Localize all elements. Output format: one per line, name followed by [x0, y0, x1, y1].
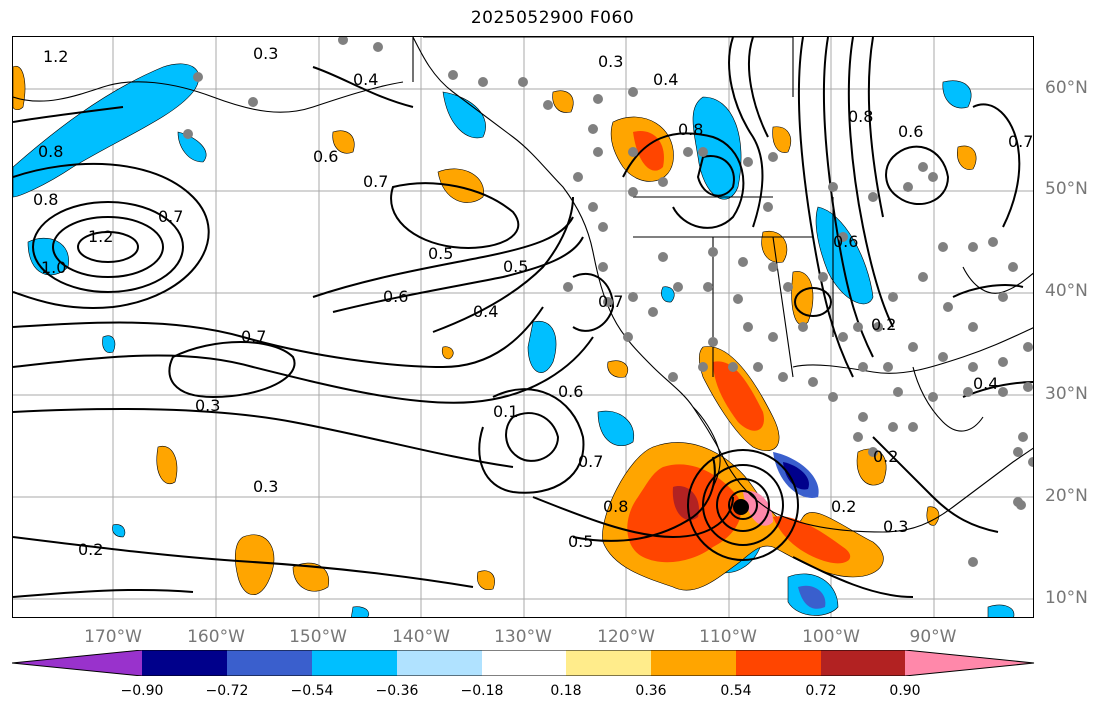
colorbar-tick-label: −0.72 — [205, 683, 249, 699]
colorbar-tick-label: −0.18 — [460, 683, 504, 699]
contour-label: 0.1 — [493, 402, 518, 421]
lat-label: 50°N — [1045, 179, 1088, 199]
colorbar-segment — [142, 650, 227, 676]
colorbar-segment — [651, 650, 736, 676]
map-canvas: 1.2 0.3 0.4 0.3 0.4 0.8 0.6 0.7 0.8 0.8 … — [13, 37, 1033, 617]
lat-label: 30°N — [1045, 384, 1088, 404]
contour-label: 0.6 — [898, 122, 923, 141]
lon-label: 120°W — [597, 627, 655, 647]
colorbar-segment — [905, 650, 1034, 676]
contour-label: 0.2 — [78, 540, 103, 559]
contour-label: 0.3 — [195, 396, 220, 415]
colorbar-segment — [566, 650, 651, 676]
contour-label: 1.0 — [41, 258, 66, 277]
colorbar-segment — [312, 650, 397, 676]
contour-label: 0.7 — [158, 207, 183, 226]
lon-label: 150°W — [289, 627, 347, 647]
contour-label: 0.7 — [578, 452, 603, 471]
contour-label: 0.8 — [603, 497, 628, 516]
contour-label: 0.5 — [568, 532, 593, 551]
colorbar-segment — [482, 650, 566, 676]
contour-label: 0.2 — [873, 447, 898, 466]
colorbar-segment — [821, 650, 905, 676]
observation-dots — [183, 37, 1033, 567]
contour-label: 0.3 — [883, 517, 908, 536]
positive-anomaly-shading — [13, 65, 977, 595]
contour-label: 0.5 — [503, 257, 528, 276]
colorbar-segment — [227, 650, 312, 676]
contour-label: 0.2 — [871, 315, 896, 334]
lon-label: 160°W — [187, 627, 245, 647]
contour-label: 0.6 — [558, 382, 583, 401]
contour-label: 0.4 — [353, 70, 378, 89]
coastlines — [13, 37, 1033, 533]
map-title: 2025052900 F060 — [470, 8, 635, 28]
contour-label: 0.7 — [363, 172, 388, 191]
contour-label: 0.3 — [598, 52, 623, 71]
contour-label: 1.2 — [43, 47, 68, 66]
colorbar-tick-label: −0.90 — [120, 683, 164, 699]
lon-label: 90°W — [909, 627, 957, 647]
lat-label: 20°N — [1045, 486, 1088, 506]
contour-label: 0.6 — [383, 287, 408, 306]
contour-label: 0.8 — [848, 107, 873, 126]
lon-label: 130°W — [494, 627, 552, 647]
lon-label: 140°W — [392, 627, 450, 647]
map-panel: 1.2 0.3 0.4 0.3 0.4 0.8 0.6 0.7 0.8 0.8 … — [12, 36, 1034, 618]
contour-label-group: 1.2 0.3 0.4 0.3 0.4 0.8 0.6 0.7 0.8 0.8 … — [33, 44, 1033, 559]
contour-label: 0.7 — [598, 292, 623, 311]
contour-label: 1.2 — [88, 227, 113, 246]
lat-label: 10°N — [1045, 588, 1088, 608]
colorbar-tick-label: 0.18 — [550, 683, 582, 699]
lat-label: 40°N — [1045, 281, 1088, 301]
colorbar-tick-label: −0.54 — [290, 683, 334, 699]
contour-label: 0.3 — [253, 477, 278, 496]
colorbar-segment — [12, 650, 142, 676]
contour-label: 0.8 — [38, 142, 63, 161]
contour-label: 0.4 — [653, 70, 678, 89]
storm-center-marker — [733, 499, 749, 515]
lon-label: 110°W — [699, 627, 757, 647]
contour-label: 0.5 — [428, 244, 453, 263]
contour-label: 0.6 — [833, 232, 858, 251]
lon-label: 170°W — [84, 627, 142, 647]
contour-label: 0.4 — [973, 374, 998, 393]
contour-label: 0.3 — [253, 44, 278, 63]
colorbar-tick-label: 0.36 — [635, 683, 667, 699]
colorbar-segment — [736, 650, 821, 676]
lat-label: 60°N — [1045, 78, 1088, 98]
contour-label: 0.8 — [33, 190, 58, 209]
lon-label: 100°W — [802, 627, 860, 647]
contour-label: 0.7 — [1008, 132, 1033, 151]
contour-label: 0.6 — [313, 147, 338, 166]
colorbar-tick-label: 0.72 — [805, 683, 837, 699]
colorbar-tick-label: 0.90 — [889, 683, 921, 699]
colorbar-tick-label: 0.54 — [720, 683, 752, 699]
colorbar — [12, 650, 1035, 676]
colorbar-segment — [397, 650, 482, 676]
contour-label: 0.8 — [678, 120, 703, 139]
contour-label: 0.4 — [473, 302, 498, 321]
contour-lines — [13, 37, 1033, 598]
colorbar-tick-label: −0.36 — [375, 683, 419, 699]
contour-label: 0.7 — [241, 327, 266, 346]
contour-label: 0.2 — [831, 497, 856, 516]
